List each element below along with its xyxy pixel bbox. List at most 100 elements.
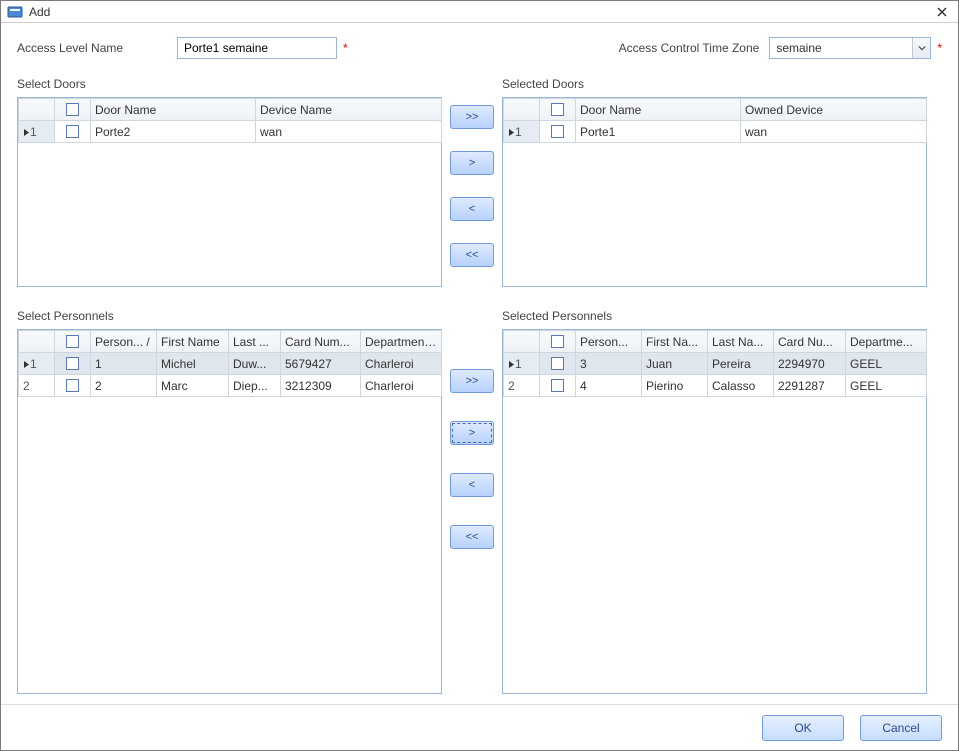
cell-door: Porte2 <box>91 121 256 143</box>
select-personnels-title: Select Personnels <box>17 309 442 323</box>
cell-pid: 3 <box>576 353 642 375</box>
doors-move-left-button[interactable]: < <box>450 197 494 221</box>
row-check[interactable] <box>540 121 576 143</box>
cell-pid: 4 <box>576 375 642 397</box>
cell-dept: GEEL <box>846 353 927 375</box>
selected-doors-title: Selected Doors <box>502 77 927 91</box>
col-header-dept[interactable]: Department... <box>361 331 442 353</box>
content: Access Level Name * Access Control Time … <box>1 23 958 704</box>
col-header-check[interactable] <box>55 331 91 353</box>
row-indicator: 2 <box>19 375 55 397</box>
col-header-check[interactable] <box>55 99 91 121</box>
timezone-label: Access Control Time Zone <box>619 41 760 55</box>
col-header-device[interactable]: Device Name <box>256 99 442 121</box>
required-mark-1: * <box>343 41 348 55</box>
col-header-blank <box>504 331 540 353</box>
row-check[interactable] <box>55 375 91 397</box>
row-indicator: 1 <box>504 353 540 375</box>
top-fields-row: Access Level Name * Access Control Time … <box>17 37 942 59</box>
col-header-door[interactable]: Door Name <box>91 99 256 121</box>
doors-dual: Select Doors Door Name Device Name <box>17 77 942 287</box>
access-level-name-label: Access Level Name <box>17 41 177 55</box>
select-doors-grid: Door Name Device Name 1 Porte2 wan <box>17 97 442 287</box>
personnels-dual: Select Personnels Person... / First Name… <box>17 309 942 694</box>
col-header-blank <box>19 99 55 121</box>
cell-first: Marc <box>157 375 229 397</box>
cell-last: Diep... <box>229 375 281 397</box>
pers-move-all-left-button[interactable]: << <box>450 525 494 549</box>
table-row[interactable]: 1 Porte1 wan <box>504 121 927 143</box>
cell-card: 2291287 <box>774 375 846 397</box>
doors-transfer-buttons: >> > < << <box>442 77 502 287</box>
col-header-last[interactable]: Last Na... <box>708 331 774 353</box>
doors-move-all-left-button[interactable]: << <box>450 243 494 267</box>
table-row[interactable]: 1 Porte2 wan <box>19 121 442 143</box>
cell-first: Pierino <box>642 375 708 397</box>
cell-pid: 2 <box>91 375 157 397</box>
dialog-window: Add Access Level Name * Access Control T… <box>0 0 959 751</box>
personnels-transfer-buttons: >> > < << <box>442 309 502 694</box>
doors-move-right-button[interactable]: > <box>450 151 494 175</box>
row-indicator: 1 <box>19 121 55 143</box>
col-header-pid[interactable]: Person... <box>576 331 642 353</box>
cell-door: Porte1 <box>576 121 741 143</box>
col-header-dept[interactable]: Departme... <box>846 331 927 353</box>
cell-dept: Charleroi <box>361 353 442 375</box>
window-title: Add <box>29 5 932 19</box>
cell-dept: GEEL <box>846 375 927 397</box>
col-header-check[interactable] <box>540 331 576 353</box>
selected-doors-grid: Door Name Owned Device 1 Porte1 wan <box>502 97 927 287</box>
cell-first: Juan <box>642 353 708 375</box>
pers-move-right-button[interactable]: > <box>450 421 494 445</box>
required-mark-2: * <box>937 41 942 55</box>
cell-device: wan <box>741 121 927 143</box>
cell-last: Calasso <box>708 375 774 397</box>
col-header-first[interactable]: First Name <box>157 331 229 353</box>
row-check[interactable] <box>540 375 576 397</box>
col-header-card[interactable]: Card Nu... <box>774 331 846 353</box>
table-row[interactable]: 2 2 Marc Diep... 3212309 Charleroi <box>19 375 442 397</box>
col-header-first[interactable]: First Na... <box>642 331 708 353</box>
table-row[interactable]: 1 1 Michel Duw... 5679427 Charleroi <box>19 353 442 375</box>
cell-card: 5679427 <box>281 353 361 375</box>
dialog-footer: OK Cancel <box>1 704 958 750</box>
doors-move-all-right-button[interactable]: >> <box>450 105 494 129</box>
col-header-door[interactable]: Door Name <box>576 99 741 121</box>
row-indicator: 1 <box>504 121 540 143</box>
cell-last: Pereira <box>708 353 774 375</box>
cell-device: wan <box>256 121 442 143</box>
close-button[interactable] <box>932 2 952 22</box>
select-personnels-grid: Person... / First Name Last ... Card Num… <box>17 329 442 694</box>
row-check[interactable] <box>55 121 91 143</box>
cell-dept: Charleroi <box>361 375 442 397</box>
cancel-button[interactable]: Cancel <box>860 715 942 741</box>
timezone-select[interactable]: semaine <box>769 37 931 59</box>
pers-move-left-button[interactable]: < <box>450 473 494 497</box>
col-header-check[interactable] <box>540 99 576 121</box>
cell-last: Duw... <box>229 353 281 375</box>
table-row[interactable]: 2 4 Pierino Calasso 2291287 GEEL <box>504 375 927 397</box>
row-check[interactable] <box>55 353 91 375</box>
col-header-pid[interactable]: Person... / <box>91 331 157 353</box>
pers-move-all-right-button[interactable]: >> <box>450 369 494 393</box>
cell-card: 3212309 <box>281 375 361 397</box>
cell-first: Michel <box>157 353 229 375</box>
col-header-last[interactable]: Last ... <box>229 331 281 353</box>
col-header-blank <box>19 331 55 353</box>
row-indicator: 1 <box>19 353 55 375</box>
select-doors-title: Select Doors <box>17 77 442 91</box>
cell-pid: 1 <box>91 353 157 375</box>
row-check[interactable] <box>540 353 576 375</box>
timezone-value: semaine <box>770 41 912 55</box>
selected-personnels-grid: Person... First Na... Last Na... Card Nu… <box>502 329 927 694</box>
selected-personnels-title: Selected Personnels <box>502 309 927 323</box>
app-icon <box>7 4 23 20</box>
col-header-card[interactable]: Card Num... <box>281 331 361 353</box>
col-header-blank <box>504 99 540 121</box>
table-row[interactable]: 1 3 Juan Pereira 2294970 GEEL <box>504 353 927 375</box>
col-header-device[interactable]: Owned Device <box>741 99 927 121</box>
access-level-name-input[interactable] <box>177 37 337 59</box>
chevron-down-icon <box>912 38 930 58</box>
ok-button[interactable]: OK <box>762 715 844 741</box>
titlebar: Add <box>1 1 958 23</box>
